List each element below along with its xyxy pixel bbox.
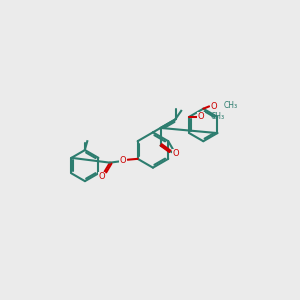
Text: CH₃: CH₃ [210,112,224,121]
Text: CH₃: CH₃ [224,101,238,110]
Text: O: O [198,112,204,121]
Text: O: O [172,149,179,158]
Text: O: O [211,102,217,111]
Text: O: O [98,172,105,181]
Text: O: O [120,156,126,165]
Text: O: O [172,152,179,160]
